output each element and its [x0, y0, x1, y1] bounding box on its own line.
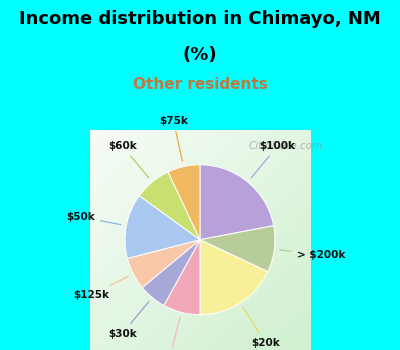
Text: Other residents: Other residents — [133, 77, 267, 92]
Wedge shape — [200, 226, 275, 272]
Wedge shape — [125, 196, 200, 258]
Wedge shape — [139, 172, 200, 240]
Text: $20k: $20k — [243, 308, 280, 348]
Text: $30k: $30k — [108, 302, 149, 338]
Text: $40k: $40k — [155, 317, 184, 350]
Text: $75k: $75k — [159, 116, 188, 161]
Text: Income distribution in Chimayo, NM: Income distribution in Chimayo, NM — [19, 10, 381, 28]
Wedge shape — [168, 165, 200, 240]
Text: (%): (%) — [183, 46, 217, 63]
Text: > $200k: > $200k — [280, 250, 345, 260]
Wedge shape — [142, 240, 200, 306]
Text: $60k: $60k — [108, 141, 149, 178]
Wedge shape — [127, 240, 200, 288]
Text: $125k: $125k — [74, 276, 128, 300]
Text: $100k: $100k — [251, 141, 296, 178]
Wedge shape — [200, 165, 274, 240]
Wedge shape — [164, 240, 200, 315]
Text: City-Data.com: City-Data.com — [248, 140, 323, 150]
Wedge shape — [200, 240, 268, 315]
Text: $50k: $50k — [66, 212, 121, 225]
